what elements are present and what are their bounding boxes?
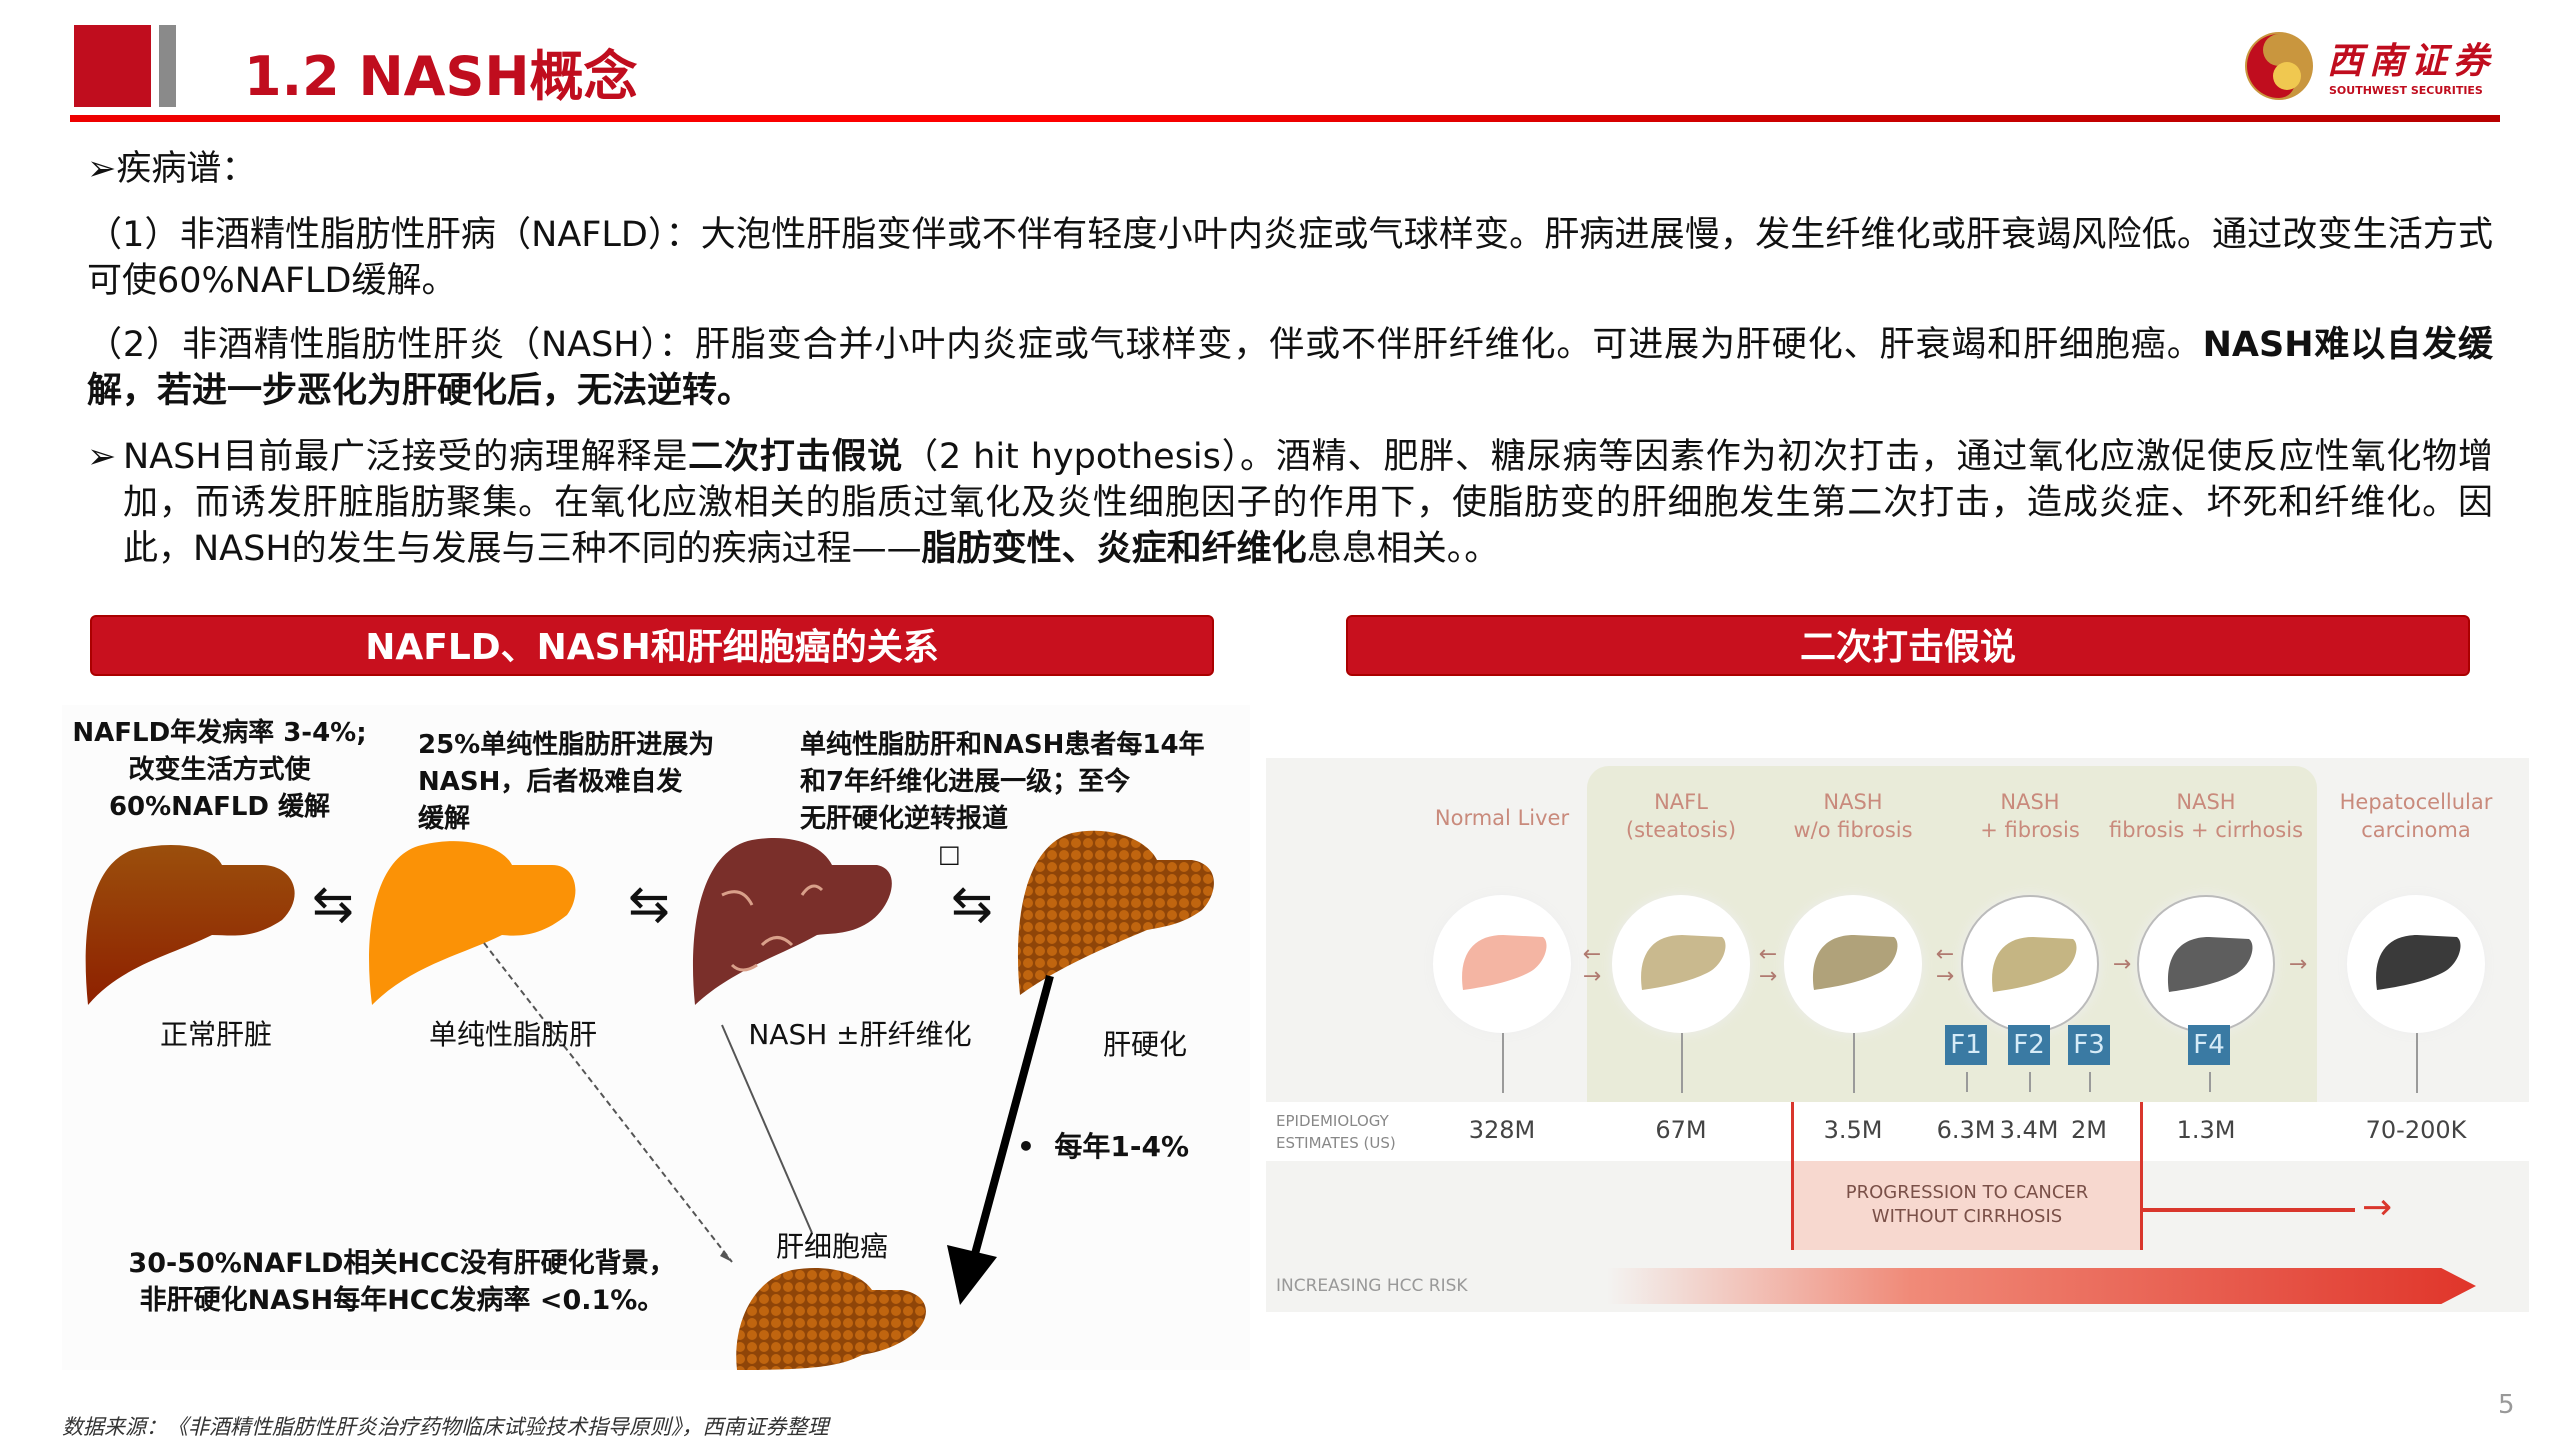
bidirectional-arrow-icon: ← → [1758,942,1778,989]
reversible-arrow-icon: ⇆ [312,875,354,933]
bullet-arrow-icon: ➢ [87,149,117,189]
stage-header: NASH w/o fibrosis [1793,790,1913,842]
stage-circle [1433,895,1571,1033]
nash-to-hcc-line [721,1024,813,1234]
caption-non-cirrhotic-hcc: 30-50%NAFLD相关HCC没有肝硬化背景， 非肝硬化NASH每年HCC发病… [128,1248,676,1316]
left-section-banner: NAFLD、NASH和肝细胞癌的关系 [90,615,1214,676]
epidemiology-label: EPIDEMIOLOGY ESTIMATES (US) [1276,1112,1396,1152]
hcc-liver-icon [736,1267,926,1370]
epidemiology-band [1266,1102,2529,1161]
missing-glyph: □ [938,840,961,868]
arrow-right-icon: → [2112,952,2132,977]
reversible-arrow-icon: ⇆ [628,875,670,933]
paragraph-nafld: （1）非酒精性脂肪性肝病（NAFLD）：大泡性肝脂变伴或不伴有轻度小叶内炎症或气… [87,215,2493,301]
stage-header: NASH fibrosis + cirrhosis [2108,790,2304,842]
progression-box: PROGRESSION TO CANCER WITHOUT CIRRHOSIS [1794,1161,2140,1250]
bullet-dot-icon: • [1017,1130,1055,1163]
logo-text-cn: 西南证券 [2327,40,2496,82]
right-section-banner: 二次打击假说 [1346,615,2470,676]
cirrhosis-to-hcc-arrow [968,974,1054,1267]
normal-liver-icon [85,845,295,1005]
dashed-progression-line [483,942,733,1263]
fibrosis-value: 2M [2071,1116,2107,1144]
fibrosis-value: 3.4M [1999,1116,2059,1144]
bidirectional-arrow-icon: ← → [1582,942,1602,989]
source-note: 数据来源：《非酒精性脂肪性肝炎治疗药物临床试验技术指导原则》，西南证券整理 [62,1415,829,1439]
fibrosis-stage-f3: F3 [2068,1025,2110,1065]
paragraph-two-hit: ➢ NASH目前最广泛接受的病理解释是二次打击假说（2 hit hypothesi… [87,434,2493,572]
bullet-arrow-icon: ➢ [87,437,117,477]
paragraph-nash: （2）非酒精性脂肪性肝炎（NASH）：肝脂变合并小叶内炎症或气球样变，伴或不伴肝… [87,325,2493,411]
stage-label: 正常肝脏 [159,1018,273,1051]
epidemiology-value: 70-200K [2365,1116,2467,1144]
stage-connector [1853,1033,1855,1093]
stage-circle [1961,895,2099,1033]
stage-header: Normal Liver [1434,806,1570,830]
spectrum-heading: ➢疾病谱： [87,149,257,189]
header-rule [70,115,2500,122]
arrow-right-icon: → [2288,952,2308,977]
epidemiology-value: 3.5M [1823,1116,1883,1144]
page-title: 1.2 NASH概念 [244,45,638,108]
caption-fatty-progression: 25%单纯性脂肪肝进展为 NASH，后者极难自发 缓解 [418,730,715,834]
stage-circle [1784,895,1922,1033]
progression-right-bar [2140,1102,2143,1250]
logo-text-en: SOUTHWEST SECURITIES [2329,84,2483,97]
cirrhosis-hcc-rate: • 每年1-4% [1017,1130,1190,1163]
fibrosis-stage-f2: F2 [2008,1025,2050,1065]
hcc-risk-gradient-arrow [1607,1268,2476,1304]
liver-icon [2376,935,2461,990]
stage-connector [1502,1033,1504,1093]
fibrosis-value: 6.3M [1936,1116,1996,1144]
stage-connector [2416,1033,2418,1093]
epidemiology-value: 1.3M [2176,1116,2236,1144]
fibrosis-stage-f1: F1 [1945,1025,1987,1065]
reversible-arrow-icon: ⇆ [951,875,993,933]
fibrosis-connector [2209,1072,2211,1092]
caption-fibrosis-progression: 单纯性脂肪肝和NASH患者每14年 和7年纤维化进展一级；至今 无肝硬化逆转报道 [800,730,1205,834]
liver-illustrations [85,830,1214,1370]
arrow-right-icon: → [2362,1187,2393,1228]
liver-icon [1813,935,1898,990]
fatty-liver-icon [369,841,576,1005]
progression-left-bar [1791,1102,1794,1250]
stage-header: NASH + fibrosis [1980,790,2080,842]
stage-label: NASH ±肝纤维化 [748,1018,972,1051]
fibrosis-connector [1966,1072,1968,1092]
liver-icon [1462,935,1547,990]
page-number: 5 [2498,1390,2515,1420]
stage-circle [2347,895,2485,1033]
liver-icon [1992,937,2077,992]
epidemiology-value: 67M [1655,1116,1707,1144]
nafld-relationship-diagram: NAFLD年发病率 3-4%; 改变生活方式使 60%NAFLD 缓解 25%单… [62,705,1250,1370]
bidirectional-arrow-icon: ← → [1935,942,1955,989]
stage-circle [1612,895,1750,1033]
logo-mark-icon [2245,32,2313,100]
cirrhosis-liver-icon [1017,830,1214,995]
cirrhosis-progression-line [2143,1208,2355,1212]
stage-header: Hepatocellular carcinoma [2339,790,2493,842]
fibrosis-stage-f4: F4 [2188,1025,2230,1065]
stage-circle [2137,895,2275,1033]
fibrosis-connector [2089,1072,2091,1092]
liver-icon [1641,935,1726,990]
stage-label: 肝硬化 [1102,1028,1188,1061]
stage-header: NAFL (steatosis) [1625,790,1737,842]
stage-connector [1681,1033,1683,1093]
risk-label: INCREASING HCC RISK [1276,1276,1468,1296]
epidemiology-value: 328M [1468,1116,1536,1144]
nash-liver-icon [692,837,892,1005]
hcc-label: 肝细胞癌 [775,1230,889,1263]
liver-icon [2168,937,2253,992]
company-logo: 西南证券 SOUTHWEST SECURITIES [2243,28,2503,104]
title-gray-bar [159,25,176,107]
title-red-block [74,25,151,107]
two-hit-diagram: Normal Liver 328M NAFL (steatosis) 67M NASH … [1266,758,2529,1312]
caption-nafld-incidence: NAFLD年发病率 3-4%; 改变生活方式使 60%NAFLD 缓解 [72,718,367,822]
fibrosis-connector [2029,1072,2031,1092]
stage-label: 单纯性脂肪肝 [428,1018,598,1051]
